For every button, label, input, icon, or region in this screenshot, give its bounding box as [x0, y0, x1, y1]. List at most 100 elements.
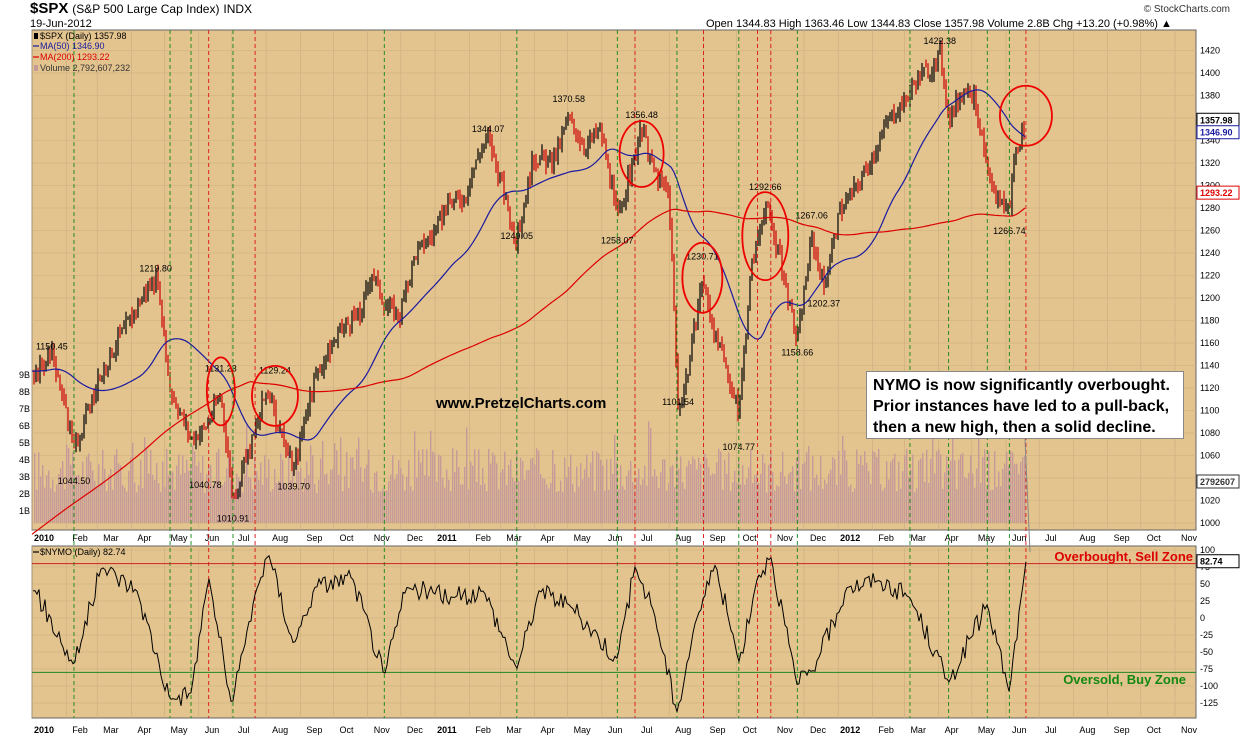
volume-bar — [846, 460, 848, 523]
volume-bar — [936, 451, 938, 523]
volume-bar — [350, 457, 352, 523]
volume-bar — [44, 487, 46, 523]
price-x-tick: 2010 — [34, 533, 54, 543]
volume-bar — [40, 476, 42, 523]
price-x-tick: 2011 — [437, 533, 457, 543]
volume-bar — [1018, 473, 1020, 523]
nymo-y-tick: -125 — [1200, 698, 1218, 708]
price-label: 1129.24 — [259, 366, 291, 376]
nymo-y-tick: -100 — [1200, 681, 1218, 691]
volume-bar — [974, 487, 976, 523]
volume-bar — [884, 487, 886, 523]
volume-bar — [42, 465, 44, 523]
chart-date: 19-Jun-2012 — [30, 18, 92, 30]
nymo-x-tick: May — [574, 725, 592, 735]
volume-bar — [388, 481, 390, 523]
volume-bar — [962, 453, 964, 523]
volume-bar — [70, 464, 72, 523]
volume-bar — [330, 469, 332, 523]
volume-bar — [340, 437, 342, 523]
volume-bar — [440, 456, 442, 523]
volume-bar — [480, 485, 482, 523]
volume-bar — [548, 488, 550, 523]
volume-bar — [230, 479, 232, 523]
volume-y-tick: 7B — [19, 404, 30, 414]
volume-bar — [888, 479, 890, 523]
volume-bar — [204, 492, 206, 523]
volume-bar — [68, 448, 70, 523]
volume-bar — [92, 470, 94, 523]
volume-bar — [662, 459, 664, 523]
volume-y-tick: 2B — [19, 489, 30, 499]
volume-bar — [792, 466, 794, 523]
volume-bar — [114, 454, 116, 523]
nymo-x-tick: Nov — [777, 725, 794, 735]
volume-bar — [428, 475, 430, 523]
volume-bar — [608, 489, 610, 523]
volume-bar — [122, 484, 124, 523]
volume-bar — [546, 484, 548, 523]
volume-bar — [38, 452, 40, 523]
volume-bar — [300, 467, 302, 523]
watermark: www.PretzelCharts.com — [436, 395, 607, 412]
price-y-tick: 1100 — [1200, 406, 1219, 416]
volume-bar — [968, 472, 970, 523]
volume-bar — [262, 484, 264, 523]
volume-bar — [202, 455, 204, 523]
price-label: 1267.06 — [795, 211, 828, 221]
volume-bar — [336, 450, 338, 523]
volume-bar — [66, 444, 68, 523]
volume-bar — [196, 465, 198, 523]
volume-bar — [918, 460, 920, 523]
volume-bar — [890, 461, 892, 523]
volume-bar — [790, 471, 792, 523]
volume-bar — [620, 465, 622, 523]
price-label: 1202.37 — [808, 298, 841, 308]
volume-bar — [326, 473, 328, 523]
volume-bar — [488, 448, 490, 523]
volume-bar — [228, 457, 230, 523]
volume-bar — [50, 488, 52, 523]
volume-bar — [102, 449, 104, 523]
nymo-x-tick: Aug — [675, 725, 691, 735]
price-x-tick: Jul — [238, 533, 250, 543]
volume-bar — [938, 449, 940, 523]
price-y-tick: 1300 — [1200, 181, 1220, 191]
volume-bar — [540, 474, 542, 523]
volume-bar — [368, 449, 370, 523]
volume-bar — [154, 480, 156, 523]
volume-bar — [630, 460, 632, 523]
price-label: 1039.70 — [277, 481, 310, 491]
nymo-x-tick: 2010 — [34, 725, 54, 735]
volume-bar — [736, 482, 738, 523]
ma200-line — [31, 207, 1026, 535]
volume-bar — [872, 450, 874, 523]
volume-bar — [108, 474, 110, 523]
volume-bar — [956, 489, 958, 523]
volume-bar — [804, 462, 806, 523]
volume-bar — [162, 461, 164, 523]
volume-bar — [908, 476, 910, 523]
volume-bar — [514, 481, 516, 523]
volume-bar — [750, 449, 752, 523]
volume-bar — [276, 482, 278, 523]
volume-bar — [632, 482, 634, 523]
volume-bar — [834, 458, 836, 523]
volume-bar — [194, 451, 196, 523]
volume-bar — [642, 479, 644, 523]
volume-bar — [636, 477, 638, 523]
price-label: 1040.78 — [189, 480, 222, 490]
volume-bar — [82, 461, 84, 523]
volume-bar — [906, 448, 908, 523]
volume-bar — [982, 457, 984, 523]
volume-bar — [764, 463, 766, 523]
volume-bar — [272, 489, 274, 523]
nymo-y-tick: -25 — [1200, 630, 1213, 640]
volume-bar — [378, 491, 380, 523]
ma200-tag-box — [1196, 185, 1240, 200]
volume-bar — [996, 486, 998, 523]
annotation-circle — [681, 241, 724, 314]
volume-bar — [426, 449, 428, 523]
volume-bar — [856, 449, 858, 523]
volume-bar — [288, 451, 290, 523]
